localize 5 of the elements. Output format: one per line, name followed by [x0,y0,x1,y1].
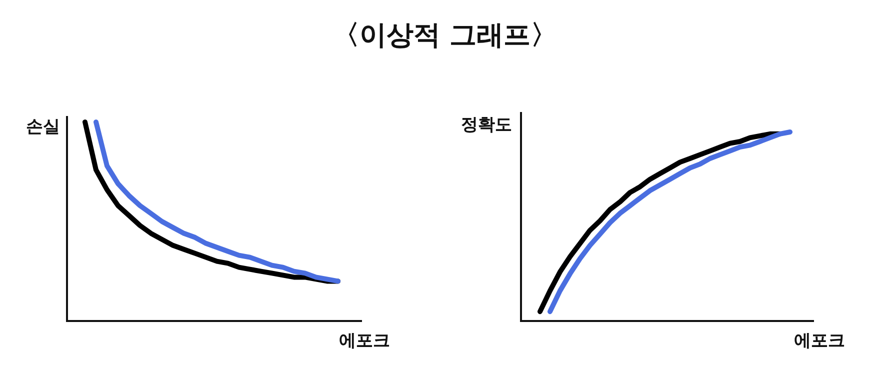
x-axis-title: 에포크 [339,331,390,351]
y-axis-title: 정확도 [461,115,512,135]
x-axis-title: 에포크 [794,331,845,351]
y-axis-title: 손실 [26,117,60,137]
text: 〈이상적 그래프〉 [332,20,558,51]
